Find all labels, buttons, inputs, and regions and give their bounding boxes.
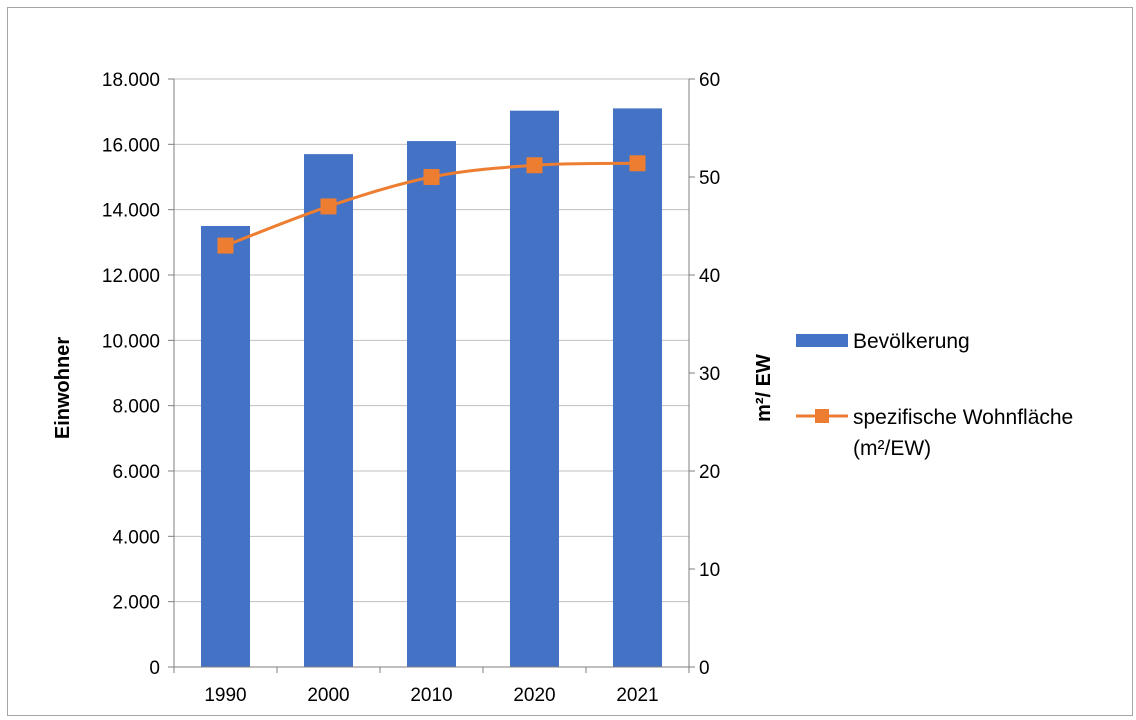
marker-2020	[526, 157, 543, 174]
y-tick-label: 10.000	[102, 331, 160, 352]
y2-axis-title: m²/ EW	[753, 354, 775, 422]
legend: Bevölkerung spezifische Wohnfläche (m²/E…	[796, 330, 1073, 460]
y-tick-label: 4.000	[112, 527, 160, 548]
bar-2021	[613, 108, 662, 667]
y-tick-label: 2.000	[112, 593, 160, 614]
marker-2021	[629, 155, 646, 172]
y-tick-label: 0	[149, 658, 160, 679]
bar-2020	[510, 110, 559, 668]
y2-tick-label: 40	[699, 266, 720, 287]
legend-label-wohnflaeche-line1: spezifische Wohnfläche	[853, 406, 1073, 429]
bar-series	[201, 108, 662, 668]
marker-2000	[320, 198, 337, 215]
x-tick-label: 1990	[204, 685, 246, 706]
bar-2000	[304, 154, 353, 668]
line-series	[217, 155, 646, 254]
legend-marker-square	[815, 409, 829, 423]
y2-tick-label: 0	[699, 658, 710, 679]
tick-labels: 0 2.000 4.000 6.000 8.000 10.000 12.000 14.000 1…	[102, 70, 720, 706]
x-tick-label: 2021	[616, 685, 658, 706]
x-tick-label: 2020	[513, 685, 555, 706]
y2-tick-label: 60	[699, 70, 720, 91]
bar-2010	[407, 141, 456, 668]
y2-tick-label: 30	[699, 364, 720, 385]
x-tick-label: 2000	[307, 685, 349, 706]
legend-label-wohnflaeche-line2: (m²/EW)	[853, 437, 931, 460]
y-tick-label: 12.000	[102, 266, 160, 287]
y-tick-label: 16.000	[102, 135, 160, 156]
x-tick-label: 2010	[410, 685, 452, 706]
axes	[168, 78, 695, 673]
y2-tick-label: 20	[699, 462, 720, 483]
y-tick-label: 14.000	[102, 201, 160, 222]
y2-tick-label: 50	[699, 168, 720, 189]
marker-2010	[423, 169, 440, 185]
y2-tick-label: 10	[699, 560, 720, 581]
legend-swatch-bevoelkerung	[796, 334, 848, 347]
bar-1990	[201, 226, 250, 667]
y-tick-label: 8.000	[112, 397, 160, 418]
y-tick-label: 18.000	[102, 70, 160, 91]
y-tick-label: 6.000	[112, 462, 160, 483]
legend-label-bevoelkerung: Bevölkerung	[853, 330, 970, 353]
chart-frame	[7, 7, 1133, 716]
marker-1990	[217, 237, 234, 254]
y-axis-title: Einwohner	[52, 337, 74, 439]
